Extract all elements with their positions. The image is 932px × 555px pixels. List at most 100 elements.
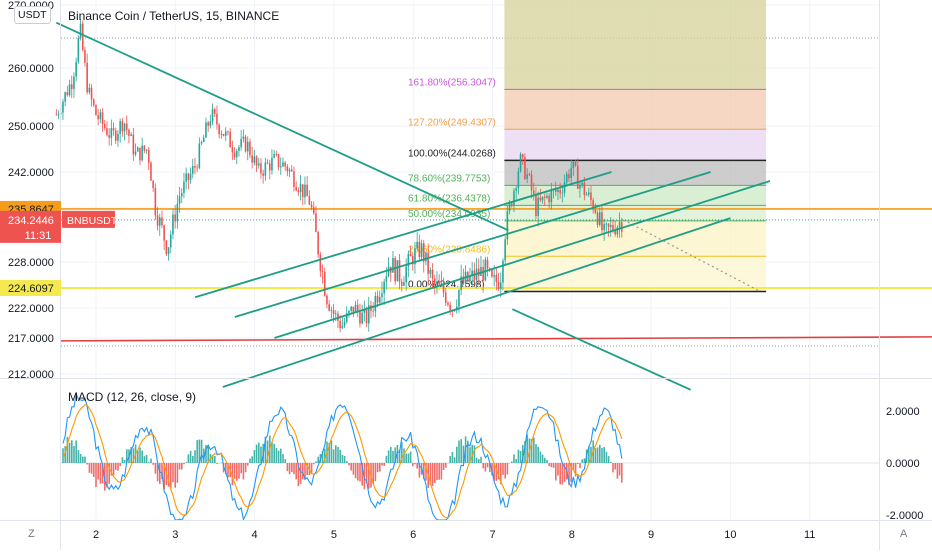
candle-body <box>438 281 440 284</box>
candle-body <box>174 214 176 221</box>
macd-histogram-bar <box>405 453 407 463</box>
macd-y-tick-label: 2.0000 <box>886 406 920 418</box>
macd-histogram-bar <box>188 454 190 463</box>
candle-body <box>507 211 509 239</box>
candle-body <box>196 168 198 169</box>
candle-body <box>304 185 306 198</box>
candle-body <box>161 217 163 225</box>
macd-histogram-bar <box>460 439 462 463</box>
candle-body <box>551 190 553 202</box>
candle-body <box>269 163 271 170</box>
candle-body <box>159 217 161 225</box>
macd-histogram-bar <box>535 444 537 463</box>
macd-histogram-bar <box>546 460 548 463</box>
macd-histogram-bar <box>478 459 480 463</box>
macd-histogram-bar <box>515 459 517 463</box>
candle-body <box>339 321 341 328</box>
macd-histogram-bar <box>353 463 355 475</box>
candle-body <box>603 224 605 230</box>
candle-body <box>401 282 403 286</box>
macd-histogram-bar <box>339 450 341 463</box>
macd-histogram-bar <box>595 448 597 463</box>
macd-histogram-bar <box>95 463 97 487</box>
candle-body <box>124 124 126 132</box>
candle-body <box>117 134 119 141</box>
candle-body <box>104 124 106 128</box>
timezone-button[interactable]: Z <box>28 528 35 540</box>
macd-histogram-bar <box>240 463 242 473</box>
macd-histogram-bar <box>80 454 82 463</box>
macd-histogram-bar <box>300 463 302 484</box>
candle-body <box>262 173 264 175</box>
macd-histogram-bar <box>434 463 436 483</box>
candle-body <box>284 163 286 167</box>
candle-body <box>168 247 170 254</box>
candle-body <box>194 166 196 168</box>
macd-histogram-bar <box>480 457 482 463</box>
candle-body <box>144 146 146 151</box>
candle-body <box>324 272 326 296</box>
macd-histogram-bar <box>150 459 152 463</box>
candle-body <box>236 151 238 157</box>
macd-histogram-bar <box>258 443 260 463</box>
candle-body <box>91 88 93 100</box>
symbol-tag-text: BNBUSDT <box>67 215 118 227</box>
x-tick-label: 4 <box>252 529 258 541</box>
candle-body <box>546 196 548 198</box>
candle-body <box>542 197 544 201</box>
candle-body <box>245 137 247 152</box>
candle-body <box>496 275 498 282</box>
candle-body <box>555 190 557 192</box>
macd-histogram-bar <box>544 458 546 463</box>
candle-body <box>386 276 388 281</box>
macd-histogram-bar <box>174 463 176 488</box>
candle-body <box>588 193 590 195</box>
fib-level-label: 50.00%(234.0935) <box>408 209 490 220</box>
candle-body <box>445 293 447 303</box>
candle-body <box>317 232 319 254</box>
candle-body <box>487 260 489 269</box>
candle-body <box>557 190 559 192</box>
macd-histogram-bar <box>476 458 478 463</box>
candle-body <box>100 112 102 119</box>
macd-histogram-bar <box>295 463 297 479</box>
candle-body <box>229 132 231 148</box>
candle-body <box>69 84 71 95</box>
candle-body <box>73 76 75 89</box>
candle-body <box>436 281 438 284</box>
candle-body <box>207 122 209 125</box>
auto-scale-button[interactable]: A <box>900 528 907 540</box>
macd-histogram-bar <box>614 463 616 469</box>
macd-histogram-bar <box>441 463 443 479</box>
macd-histogram-bar <box>181 463 183 469</box>
candle-body <box>540 198 542 201</box>
candle-body <box>502 260 504 282</box>
candle-body <box>449 305 451 310</box>
macd-histogram-bar <box>432 463 434 486</box>
macd-histogram-bar <box>282 454 284 463</box>
macd-histogram-bar <box>196 440 198 463</box>
macd-histogram-bar <box>185 462 187 463</box>
macd-histogram-bar <box>555 463 557 480</box>
currency-button[interactable]: USDT <box>14 6 51 24</box>
fib-level-label: 78.60%(239.7753) <box>408 173 490 184</box>
macd-histogram-bar <box>69 443 71 463</box>
macd-histogram-bar <box>100 463 102 484</box>
candle-body <box>333 310 335 314</box>
candle-body <box>601 212 603 230</box>
macd-histogram-bar <box>148 462 150 463</box>
fib-zone <box>504 160 766 185</box>
macd-y-tick-label: 0.0000 <box>886 458 920 470</box>
macd-histogram-bar <box>117 463 119 471</box>
candle-body <box>80 24 82 38</box>
macd-histogram-bar <box>533 438 535 463</box>
candle-body <box>416 242 418 248</box>
candle-body <box>181 193 183 196</box>
macd-histogram-bar <box>201 440 203 463</box>
candle-body <box>309 196 311 204</box>
candle-body <box>388 267 390 277</box>
candle-body <box>155 188 157 215</box>
candle-body <box>287 166 289 171</box>
